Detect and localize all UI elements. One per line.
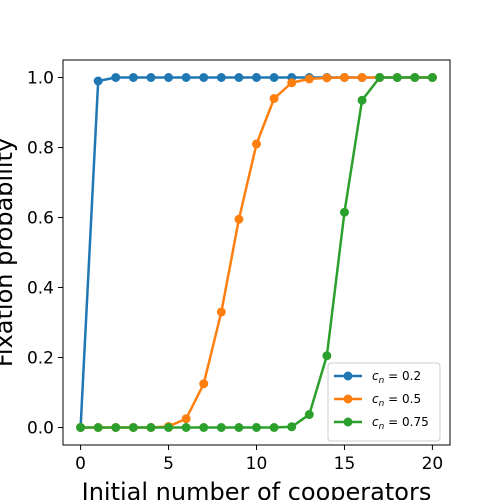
data-point — [181, 423, 191, 432]
data-point — [216, 423, 226, 432]
data-point — [93, 76, 103, 86]
y-tick-label: 0.6 — [27, 209, 54, 229]
series-points — [76, 73, 437, 432]
data-point — [304, 74, 314, 84]
data-point — [146, 73, 156, 82]
x-tick-label: 15 — [334, 454, 356, 474]
data-point — [339, 73, 349, 82]
data-point — [304, 410, 314, 420]
y-tick-label: 0.4 — [27, 279, 54, 299]
data-point — [252, 423, 261, 432]
x-axis-label: Initial number of cooperators — [82, 478, 432, 500]
data-point — [375, 73, 385, 82]
x-tick-label: 20 — [422, 454, 444, 474]
legend-marker-0 — [343, 371, 353, 381]
data-point — [199, 379, 209, 389]
legend-entry-2: cn = 0.75 — [372, 415, 429, 432]
y-tick-label: 0.0 — [27, 419, 54, 439]
legend-marker-2 — [343, 417, 353, 427]
legend-marker-1 — [343, 394, 353, 404]
legend: cn = 0.2 cn = 0.5 cn = 0.75 — [327, 362, 441, 442]
y-tick-label: 0.8 — [27, 139, 54, 159]
data-point — [392, 73, 402, 82]
data-point — [322, 351, 332, 361]
x-tick-label: 10 — [246, 454, 268, 474]
data-point — [252, 73, 261, 82]
data-point — [234, 423, 244, 432]
data-point — [76, 423, 86, 432]
data-point — [339, 207, 349, 217]
x-tick-label: 0 — [75, 454, 86, 474]
data-point — [181, 414, 191, 424]
data-point — [234, 214, 244, 224]
data-point — [93, 423, 103, 432]
data-point — [357, 73, 367, 82]
data-point — [181, 73, 191, 82]
legend-entry-1: cn = 0.5 — [372, 392, 421, 409]
y-tick-label: 0.2 — [27, 349, 54, 369]
legend-entry-0: cn = 0.2 — [372, 369, 421, 386]
data-point — [199, 73, 209, 82]
axis-ticks: 0 5 10 15 20 0.0 0.2 0.4 0.6 0.8 1.0 — [27, 69, 443, 475]
data-point — [111, 73, 121, 82]
data-point — [357, 95, 367, 105]
data-point — [164, 423, 174, 432]
data-point — [234, 73, 244, 82]
data-point — [199, 423, 209, 432]
data-point — [269, 423, 279, 432]
data-point — [410, 73, 420, 82]
y-axis-label: Fixation probability — [0, 138, 18, 367]
data-point — [269, 73, 279, 82]
data-point — [287, 78, 297, 88]
data-point — [252, 139, 261, 149]
data-point — [146, 423, 156, 432]
data-point — [164, 73, 174, 82]
data-point — [427, 73, 437, 82]
x-tick-label: 5 — [163, 454, 174, 474]
data-point — [111, 423, 121, 432]
data-point — [287, 422, 297, 432]
y-tick-label: 1.0 — [27, 69, 54, 89]
data-point — [216, 307, 226, 317]
data-point — [269, 94, 279, 103]
data-point — [322, 73, 332, 83]
data-point — [128, 73, 138, 82]
data-point — [128, 423, 138, 432]
data-point — [216, 73, 226, 82]
